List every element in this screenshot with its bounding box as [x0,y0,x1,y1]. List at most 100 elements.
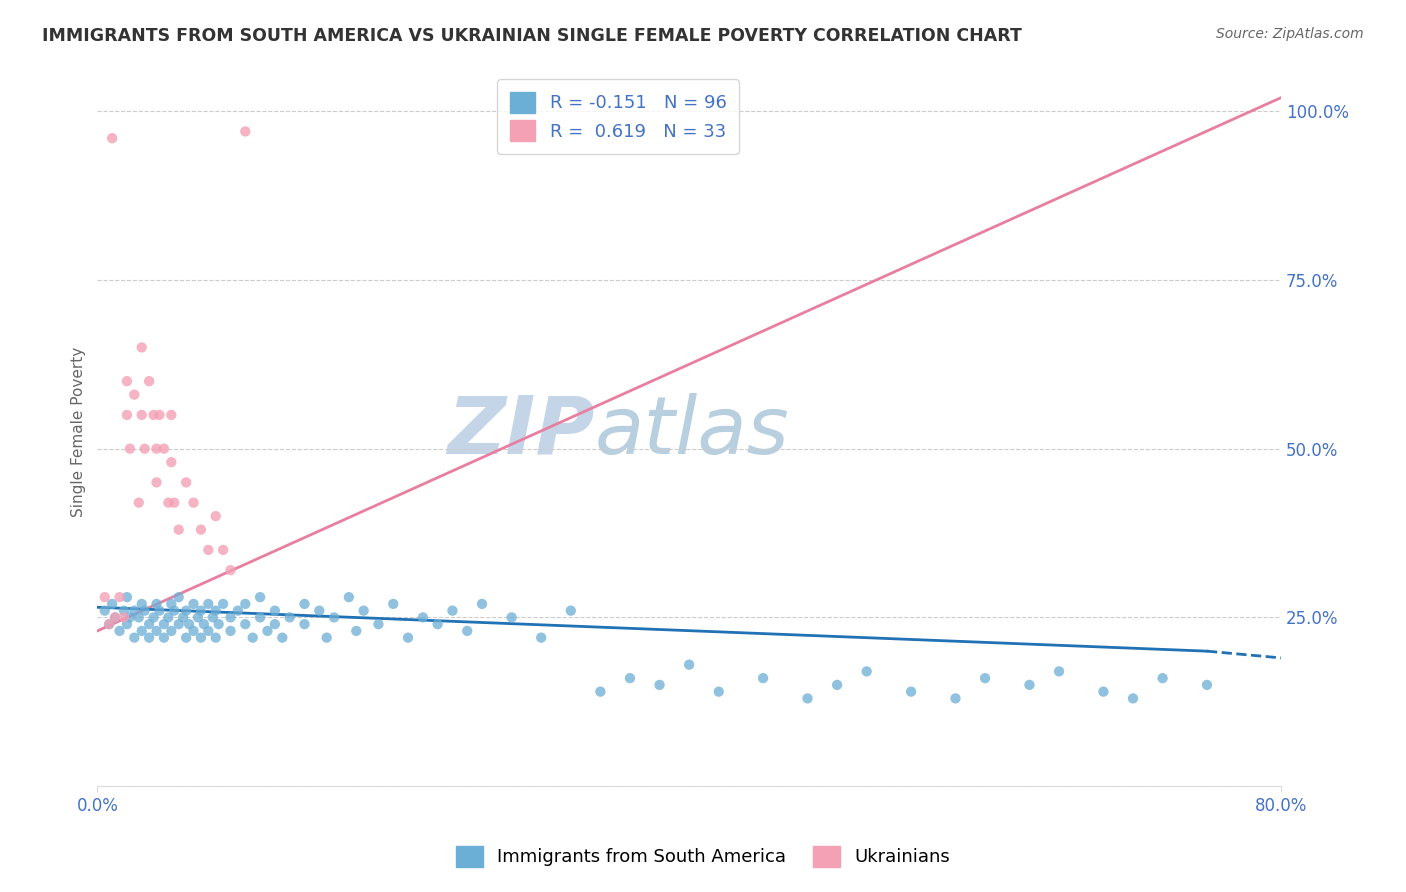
Point [426,617,449,632]
Point [278,610,301,624]
Point [124,604,146,618]
Point [337,590,360,604]
Point [128,496,150,510]
Point [160,408,183,422]
Point [396,631,419,645]
Point [204,604,226,618]
Point [233,617,256,632]
Point [353,604,375,618]
Point [382,597,405,611]
Point [707,684,730,698]
Point [131,624,153,638]
Point [183,624,205,638]
Point [1122,691,1144,706]
Point [264,604,287,618]
Point [145,475,167,490]
Point [101,131,124,145]
Point [138,617,160,632]
Point [145,442,167,456]
Point [219,610,242,624]
Point [264,617,287,632]
Point [148,604,170,618]
Point [560,604,582,618]
Point [212,542,235,557]
Y-axis label: Single Female Poverty: Single Female Poverty [72,347,86,517]
Point [233,124,256,138]
Point [242,631,264,645]
Point [204,631,226,645]
Point [148,408,170,422]
Text: atlas: atlas [595,392,789,471]
Point [160,455,183,469]
Point [183,597,205,611]
Point [167,590,190,604]
Point [212,597,235,611]
Point [197,542,219,557]
Point [1018,678,1040,692]
Point [104,610,127,624]
Point [900,684,922,698]
Point [648,678,671,692]
Point [190,604,212,618]
Point [796,691,818,706]
Point [94,590,117,604]
Point [115,408,138,422]
Point [160,597,183,611]
Point [412,610,434,624]
Point [118,442,141,456]
Legend: Immigrants from South America, Ukrainians: Immigrants from South America, Ukrainian… [449,838,957,874]
Point [108,590,131,604]
Point [193,617,215,632]
Point [201,610,224,624]
Point [344,624,367,638]
Point [134,604,156,618]
Point [153,617,176,632]
Point [153,442,176,456]
Point [456,624,478,638]
Point [294,597,316,611]
Point [197,597,219,611]
Point [138,631,160,645]
Point [315,631,337,645]
Point [131,408,153,422]
Point [124,387,146,401]
Text: ZIP: ZIP [447,392,595,471]
Point [226,604,249,618]
Point [190,523,212,537]
Point [233,597,256,611]
Point [1195,678,1218,692]
Point [142,610,165,624]
Point [167,617,190,632]
Point [98,617,121,632]
Point [197,624,219,638]
Point [131,340,153,354]
Point [249,590,271,604]
Point [1092,684,1115,698]
Point [323,610,346,624]
Point [115,590,138,604]
Point [619,671,641,685]
Point [104,610,127,624]
Point [974,671,997,685]
Point [501,610,523,624]
Point [177,617,200,632]
Point [271,631,294,645]
Point [294,617,316,632]
Point [157,496,180,510]
Point [94,604,117,618]
Point [219,563,242,577]
Point [112,604,135,618]
Point [945,691,967,706]
Point [441,604,464,618]
Point [825,678,848,692]
Point [187,610,209,624]
Point [167,523,190,537]
Point [249,610,271,624]
Point [138,374,160,388]
Point [145,597,167,611]
Text: Source: ZipAtlas.com: Source: ZipAtlas.com [1216,27,1364,41]
Point [163,496,186,510]
Point [678,657,700,672]
Point [855,665,877,679]
Point [174,604,197,618]
